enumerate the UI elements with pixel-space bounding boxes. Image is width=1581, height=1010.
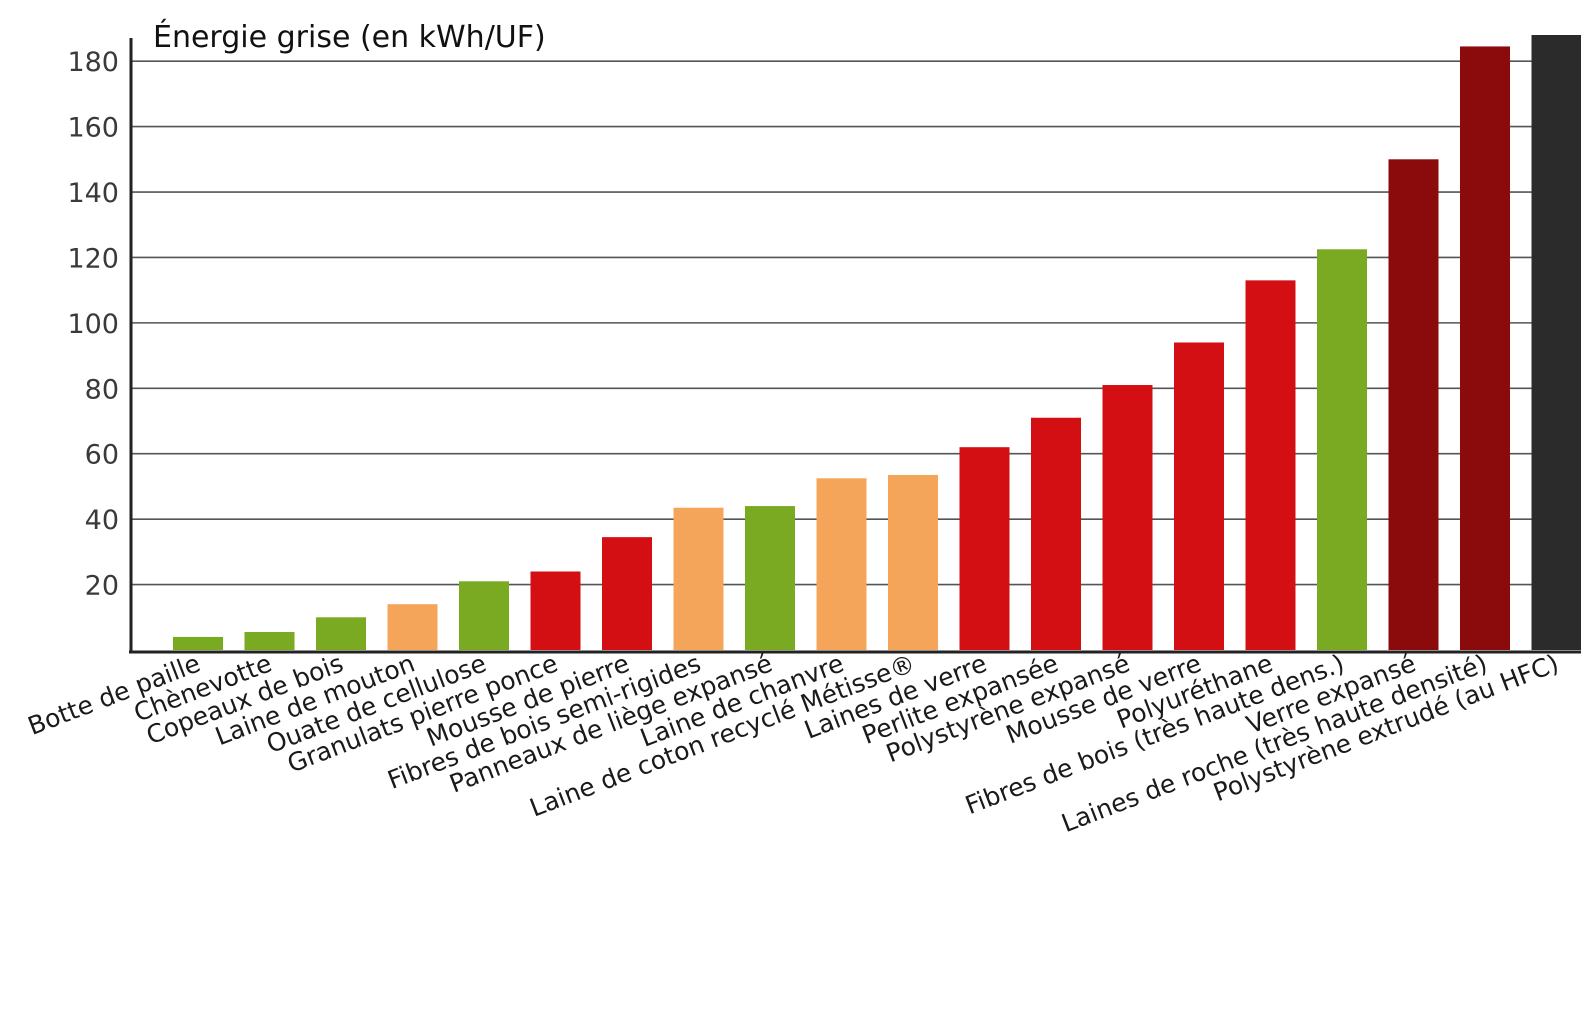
bar — [1388, 159, 1439, 650]
bar — [888, 474, 938, 650]
bar — [745, 506, 795, 650]
bar — [387, 604, 438, 650]
bar — [1245, 280, 1296, 650]
y-tick-label: 140 — [67, 178, 119, 209]
bar — [244, 632, 295, 650]
gridlines — [131, 60, 1581, 586]
y-tick-label: 40 — [85, 505, 119, 536]
bar — [1460, 46, 1510, 651]
y-tick-label: 100 — [67, 309, 119, 340]
y-tick-label: 80 — [85, 374, 119, 405]
bar — [1031, 417, 1081, 650]
chart-title: Énergie grise (en kWh/UF) — [153, 19, 546, 55]
y-tick-label: 60 — [85, 440, 119, 471]
bar — [816, 478, 867, 650]
bar — [316, 617, 366, 650]
bar — [1317, 249, 1367, 650]
y-tick-label: 160 — [67, 113, 119, 144]
bar — [602, 537, 652, 650]
y-tick-labels: 20 40 60 80 100 120 140 160 180 — [67, 47, 119, 601]
bar — [1102, 385, 1153, 650]
bar — [530, 571, 581, 650]
y-tick-label: 120 — [67, 243, 119, 274]
bars — [173, 35, 1581, 651]
bar — [1531, 35, 1581, 650]
bar — [673, 507, 724, 650]
bar — [1174, 342, 1224, 650]
y-tick-label: 180 — [67, 47, 119, 78]
bar — [459, 581, 509, 650]
bar — [173, 636, 223, 650]
axes — [129, 38, 1581, 654]
bar — [959, 447, 1010, 650]
y-tick-label: 20 — [85, 571, 119, 602]
